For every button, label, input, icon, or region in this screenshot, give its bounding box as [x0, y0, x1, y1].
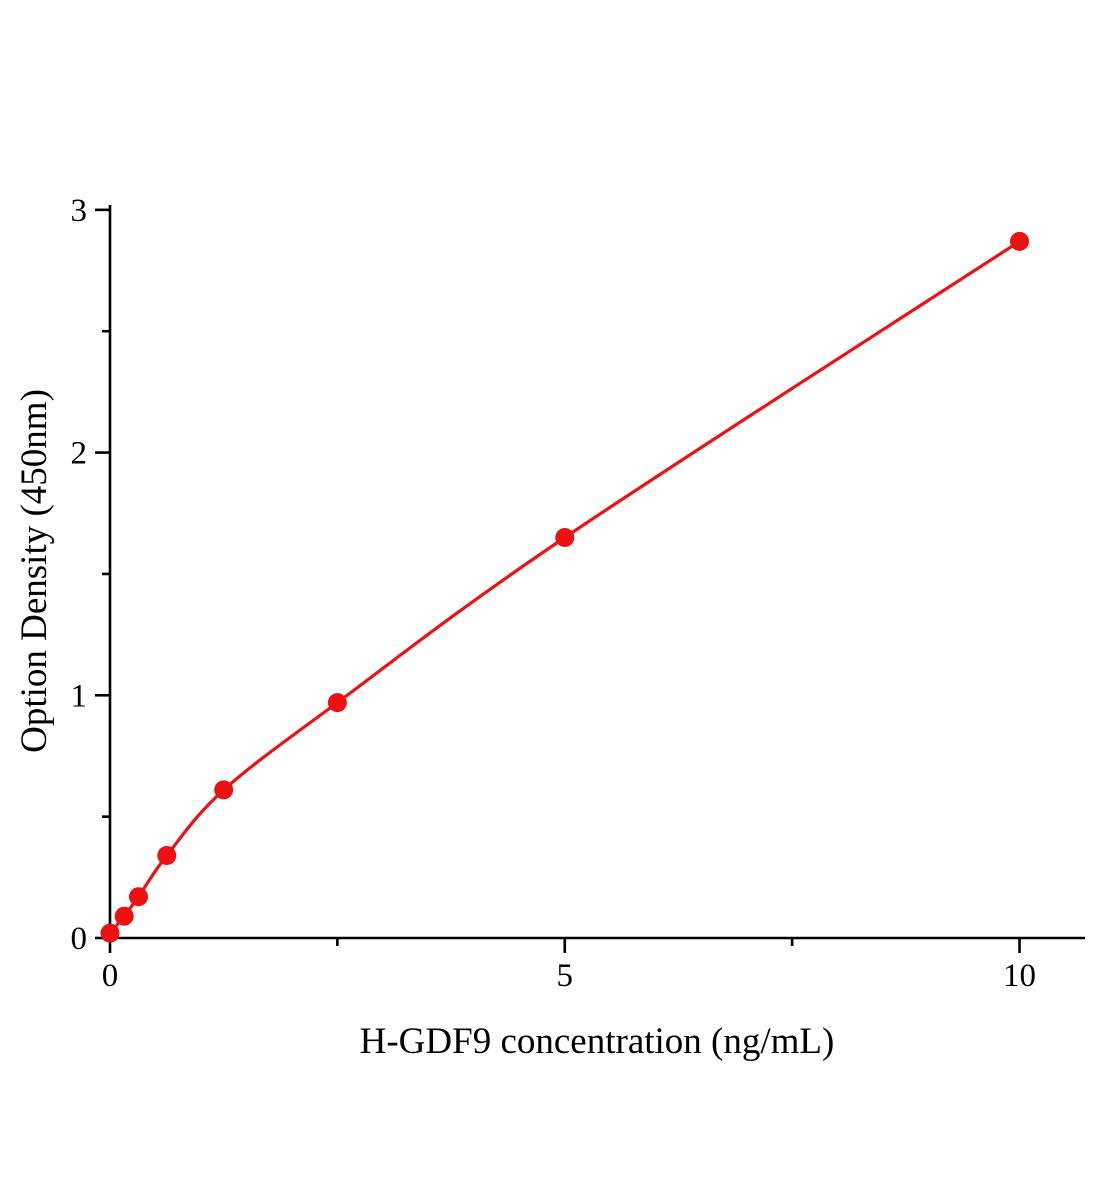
y-tick-label: 3 [71, 193, 88, 229]
data-point-marker [555, 528, 575, 547]
y-tick-label: 0 [71, 921, 88, 957]
data-point-marker [100, 923, 120, 943]
data-point-marker [327, 693, 347, 713]
y-tick-label: 2 [71, 436, 88, 472]
x-tick-label: 10 [1003, 958, 1036, 994]
y-axis-label: Option Density (450nm) [14, 389, 55, 753]
x-tick-label: 5 [557, 958, 574, 994]
plot-layer: 0 5 10 0 1 2 3 [71, 193, 1085, 994]
data-point-marker [1010, 231, 1029, 251]
x-tick-label: 0 [102, 958, 119, 994]
data-point-marker [157, 846, 177, 865]
data-point-marker [129, 887, 148, 907]
data-point-marker [114, 906, 134, 926]
y-tick-label: 1 [71, 678, 88, 714]
x-axis-label: H-GDF9 concentration (ng/mL) [360, 1021, 835, 1062]
data-point-marker [214, 780, 234, 800]
fit-curve [108, 239, 1022, 935]
